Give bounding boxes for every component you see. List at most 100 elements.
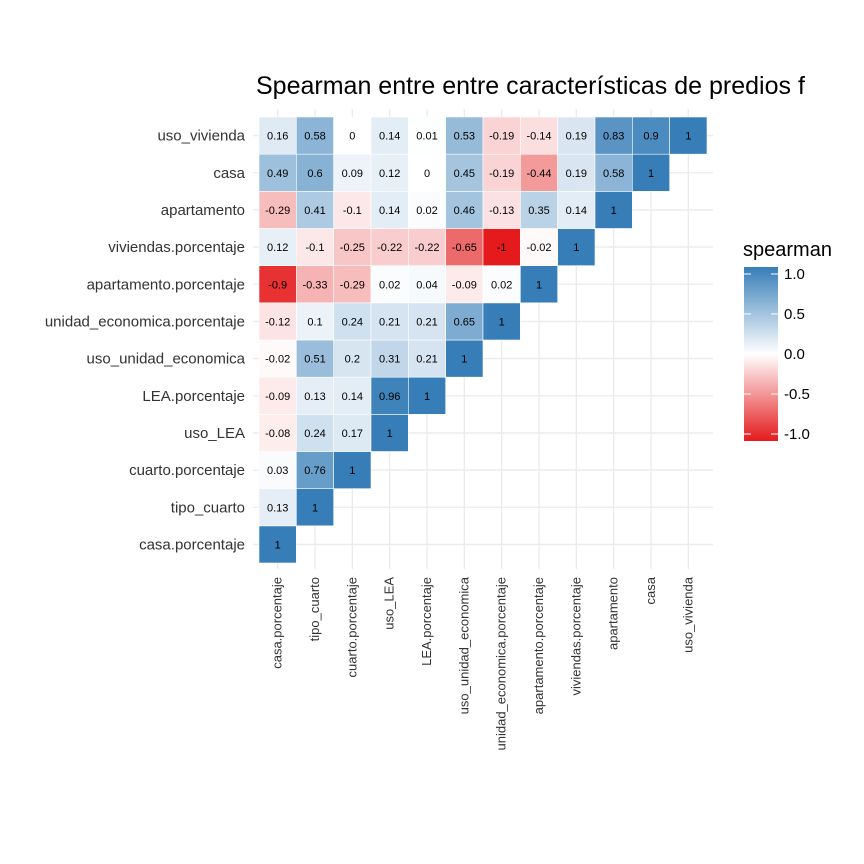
- cell-value-label: 0.12: [379, 168, 400, 180]
- cell-value-label: 0.1: [307, 316, 322, 328]
- heatmap-cell: [333, 376, 372, 415]
- heatmap-cell: [333, 191, 372, 229]
- heatmap-cell: [520, 265, 558, 304]
- heatmap-cell: [482, 228, 521, 266]
- y-tick-label: viviendas.porcentaje: [108, 239, 245, 256]
- heatmap-cell: [408, 302, 446, 341]
- x-tick-label: LEA.porcentaje: [419, 577, 434, 666]
- cell-value-label: 0.24: [342, 316, 363, 328]
- cell-value-label: 1: [312, 502, 318, 514]
- heatmap-cell: [370, 191, 409, 229]
- heatmap-cell: [482, 265, 521, 304]
- cell-value-label: 0.41: [304, 205, 325, 217]
- x-tick-label: cuarto.porcentaje: [344, 577, 359, 677]
- cell-value-label: 0.2: [345, 354, 360, 366]
- cell-value-label: 0.51: [304, 354, 325, 366]
- heatmap-cell: [296, 153, 334, 192]
- heatmap-cell: [557, 191, 596, 229]
- heatmap-cell: [669, 116, 708, 155]
- heatmap-cell: [445, 191, 484, 229]
- x-tick-label: casa.porcentaje: [270, 577, 285, 669]
- cell-value-label: -0.65: [452, 242, 477, 254]
- heatmap-cell: [296, 116, 334, 155]
- cell-value-label: 0.14: [379, 131, 400, 143]
- heatmap-cell: [445, 116, 484, 155]
- heatmap-cell: [333, 339, 372, 378]
- cell-value-label: -0.08: [265, 428, 290, 440]
- x-tick-label: uso_LEA: [382, 577, 397, 630]
- cell-value-label: -0.02: [265, 354, 290, 366]
- x-tick-label: uso_unidad_economica: [456, 576, 471, 714]
- heatmap-cell: [482, 153, 521, 192]
- cell-value-label: -0.33: [302, 279, 327, 291]
- heatmap-cell: [482, 191, 521, 229]
- cell-value-label: 1: [499, 316, 505, 328]
- cell-value-label: 0.02: [416, 205, 437, 217]
- y-axis-tick-labels: casa.porcentaje tipo_cuarto cuarto.porcent…: [45, 128, 246, 554]
- cell-value-label: 1: [387, 428, 393, 440]
- heatmap-cell: [408, 116, 446, 155]
- heatmap-cell: [258, 265, 297, 304]
- cell-value-label: -0.12: [265, 316, 290, 328]
- cell-value-label: -0.29: [265, 205, 290, 217]
- y-tick-label: tipo_cuarto: [171, 499, 245, 516]
- heatmap-cell: [333, 153, 372, 192]
- heatmap-cell: [296, 265, 334, 304]
- cell-value-label: -0.14: [526, 131, 551, 143]
- cell-value-label: 0.16: [267, 131, 288, 143]
- cell-value-label: 0.19: [566, 168, 587, 180]
- heatmap-cell: [482, 116, 521, 155]
- cell-value-label: 0.14: [342, 391, 363, 403]
- legend-tick-label: 1.0: [784, 266, 805, 283]
- cell-value-label: 0.04: [416, 279, 437, 291]
- x-tick-label: unidad_economica.porcentaje: [494, 577, 509, 750]
- cell-value-label: 1: [275, 539, 281, 551]
- heatmap-cell: [258, 191, 297, 229]
- legend-tick-label: 0.0: [784, 346, 805, 363]
- cell-value-label: 1: [573, 242, 579, 254]
- heatmap-cell: [258, 153, 297, 192]
- chart-title: Spearman entre entre características de …: [256, 72, 805, 100]
- cell-value-label: 0.02: [379, 279, 400, 291]
- cell-value-label: 0.76: [304, 465, 325, 477]
- cell-value-label: 1: [349, 465, 355, 477]
- heatmap-cell: [296, 414, 334, 452]
- cell-value-label: 0.96: [379, 391, 400, 403]
- y-tick-label: uso_unidad_economica: [87, 351, 246, 368]
- cell-value-label: 0.53: [454, 131, 475, 143]
- cell-value-label: 0.01: [416, 131, 437, 143]
- legend-title: spearman: [743, 239, 832, 261]
- cell-value-label: 0.19: [566, 131, 587, 143]
- heatmap-cell: [370, 153, 409, 192]
- y-tick-label: uso_vivienda: [157, 128, 245, 145]
- heatmap-cell: [408, 191, 446, 229]
- heatmap-cell: [258, 302, 297, 341]
- heatmap-cell: [632, 153, 670, 192]
- heatmap-cell: [445, 339, 484, 378]
- heatmap-cell: [520, 116, 558, 155]
- cell-value-label: 0.83: [603, 131, 624, 143]
- cell-value-label: 0.03: [267, 465, 288, 477]
- cell-value-label: 0: [424, 168, 430, 180]
- y-tick-label: LEA.porcentaje: [142, 388, 245, 405]
- cell-value-label: 0.09: [342, 168, 363, 180]
- cell-value-label: -0.9: [268, 279, 287, 291]
- cell-value-label: 0.31: [379, 354, 400, 366]
- cell-value-label: -0.19: [489, 168, 514, 180]
- heatmap-cell: [557, 116, 596, 155]
- cell-value-label: -0.22: [377, 242, 402, 254]
- heatmap-cells: 1 0.13 1 0.03 0.76 1 -0.08 0.24 0.17 1 -0.09 0.13 0.…: [258, 116, 708, 564]
- heatmap-cell: [370, 339, 409, 378]
- heatmap-cell: [296, 376, 334, 415]
- heatmap-cell: [333, 302, 372, 341]
- x-tick-label: apartamento: [606, 577, 621, 650]
- x-tick-label: viviendas.porcentaje: [568, 577, 583, 696]
- heatmap-cell: [370, 265, 409, 304]
- x-tick-label: apartamento.porcentaje: [531, 577, 546, 714]
- heatmap-cell: [258, 116, 297, 155]
- cell-value-label: 0.21: [416, 316, 437, 328]
- heatmap-cell: [482, 302, 521, 341]
- cell-value-label: -1: [497, 242, 507, 254]
- cell-value-label: 0.65: [454, 316, 475, 328]
